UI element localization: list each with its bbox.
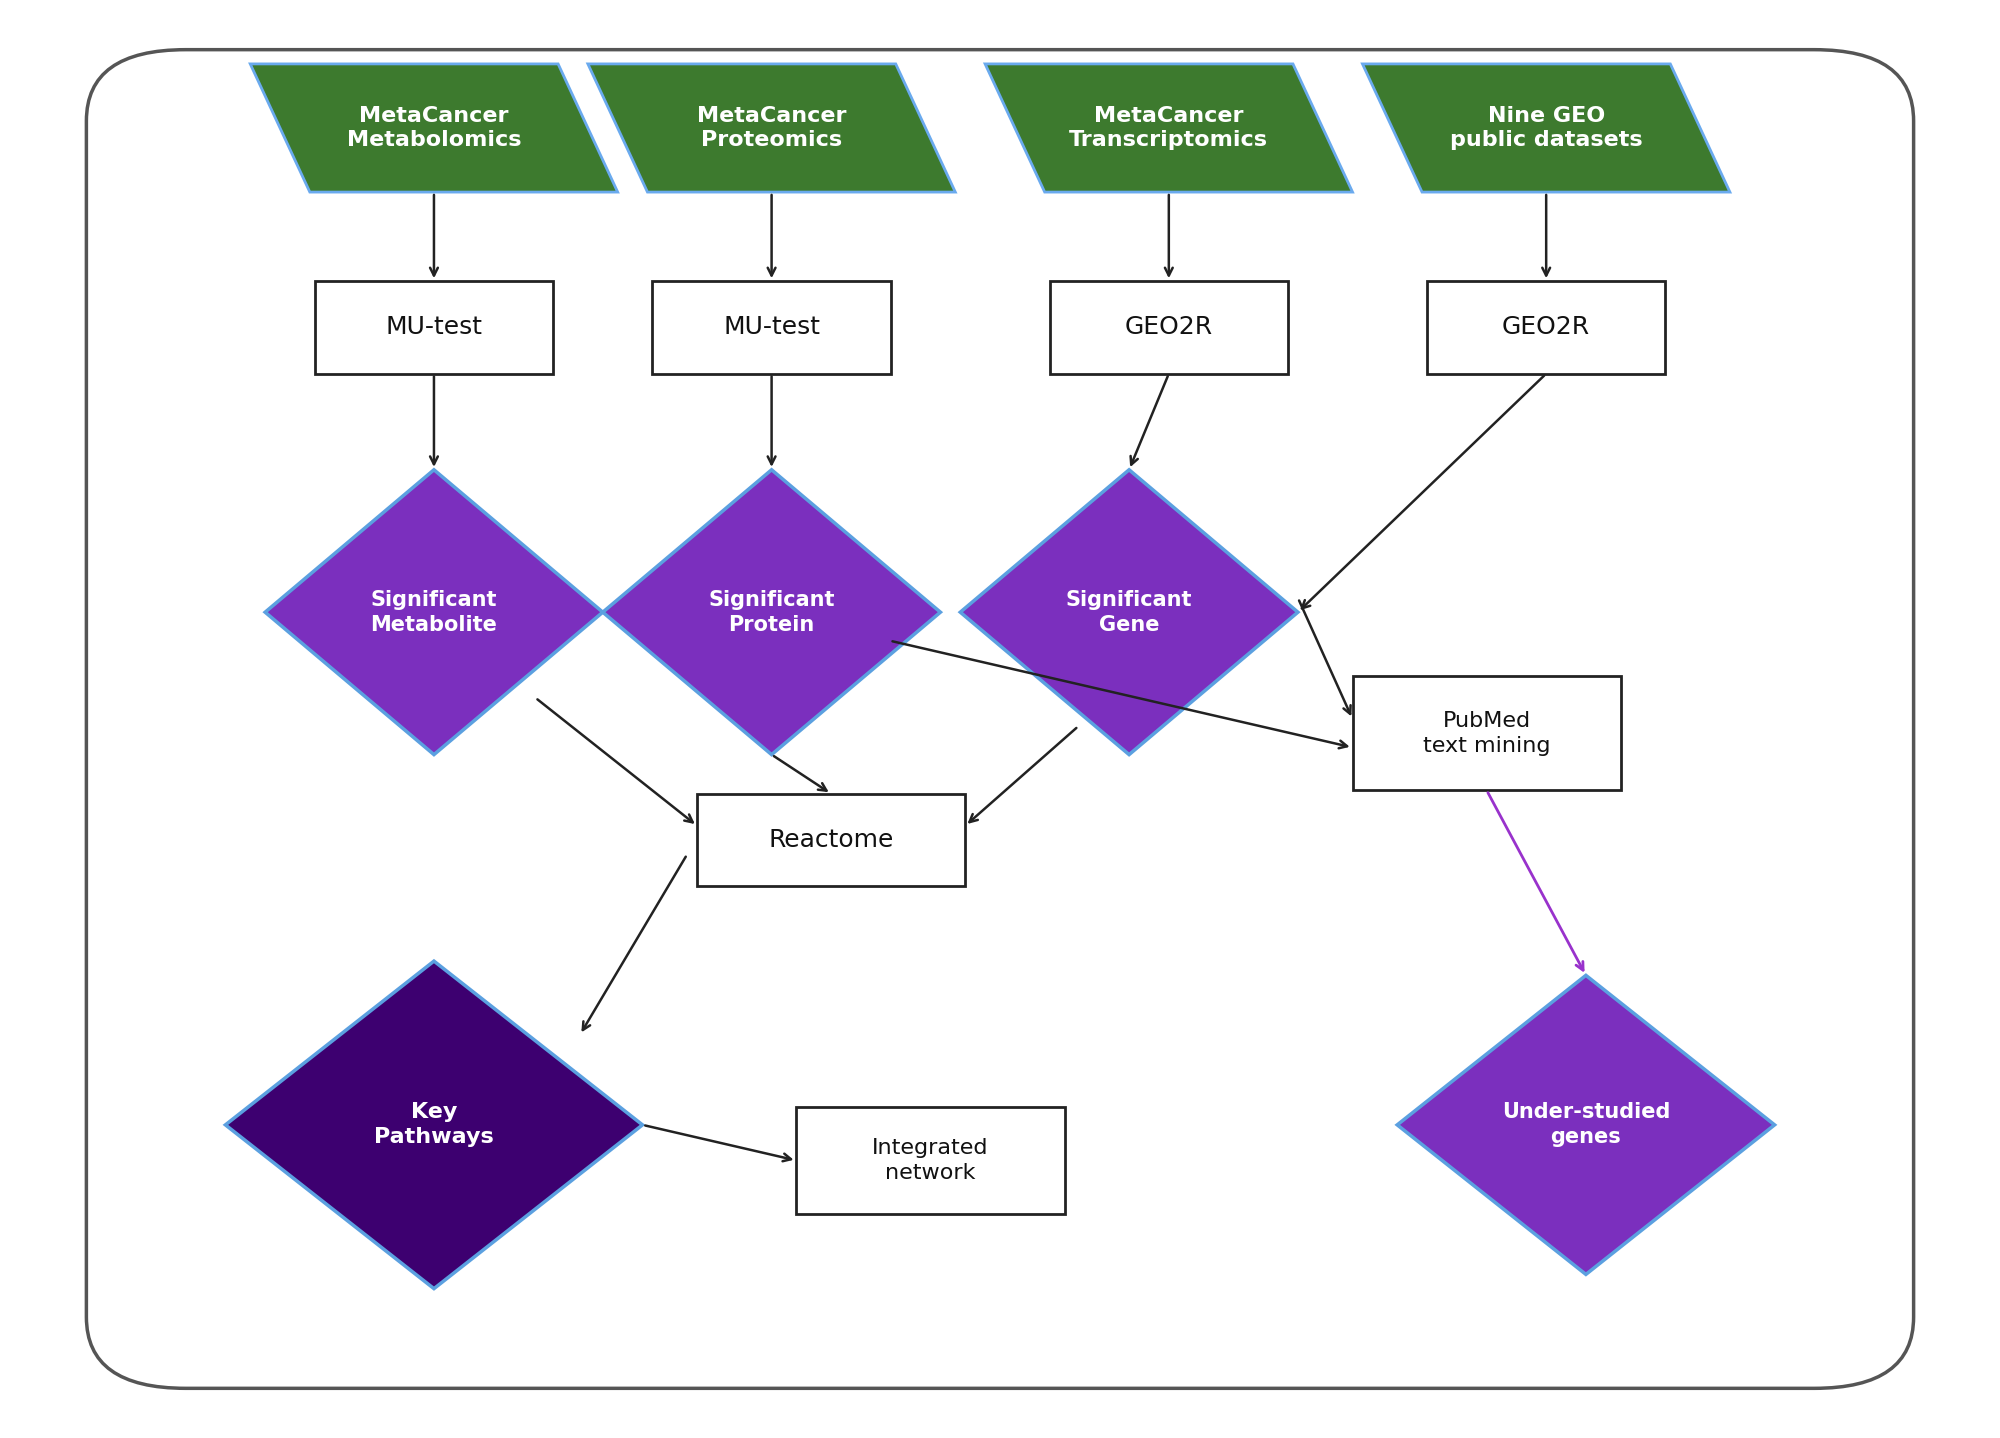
Polygon shape <box>602 470 940 755</box>
Polygon shape <box>266 470 602 755</box>
FancyBboxPatch shape <box>698 794 966 886</box>
Text: Significant
Gene: Significant Gene <box>1066 590 1192 634</box>
FancyBboxPatch shape <box>1050 280 1288 374</box>
FancyBboxPatch shape <box>314 280 554 374</box>
Polygon shape <box>226 961 642 1288</box>
Text: Key
Pathways: Key Pathways <box>374 1103 494 1148</box>
Text: PubMed
text mining: PubMed text mining <box>1422 710 1550 755</box>
Text: Under-studied
genes: Under-studied genes <box>1502 1103 1670 1148</box>
Text: GEO2R: GEO2R <box>1502 315 1590 339</box>
Polygon shape <box>588 63 956 193</box>
Polygon shape <box>986 63 1352 193</box>
FancyBboxPatch shape <box>796 1107 1064 1214</box>
Text: MetaCancer
Proteomics: MetaCancer Proteomics <box>696 105 846 151</box>
Text: Significant
Metabolite: Significant Metabolite <box>370 590 498 634</box>
Text: Nine GEO
public datasets: Nine GEO public datasets <box>1450 105 1642 151</box>
FancyBboxPatch shape <box>86 50 1914 1388</box>
FancyBboxPatch shape <box>652 280 890 374</box>
Text: MetaCancer
Transcriptomics: MetaCancer Transcriptomics <box>1070 105 1268 151</box>
Polygon shape <box>1398 975 1774 1274</box>
FancyBboxPatch shape <box>1352 676 1620 791</box>
Polygon shape <box>1362 63 1730 193</box>
Text: MU-test: MU-test <box>386 315 482 339</box>
Polygon shape <box>960 470 1298 755</box>
FancyBboxPatch shape <box>1428 280 1666 374</box>
Polygon shape <box>250 63 618 193</box>
Text: MU-test: MU-test <box>724 315 820 339</box>
Text: Reactome: Reactome <box>768 828 894 853</box>
Text: Integrated
network: Integrated network <box>872 1137 988 1183</box>
Text: GEO2R: GEO2R <box>1124 315 1212 339</box>
Text: MetaCancer
Metabolomics: MetaCancer Metabolomics <box>346 105 522 151</box>
Text: Significant
Protein: Significant Protein <box>708 590 834 634</box>
